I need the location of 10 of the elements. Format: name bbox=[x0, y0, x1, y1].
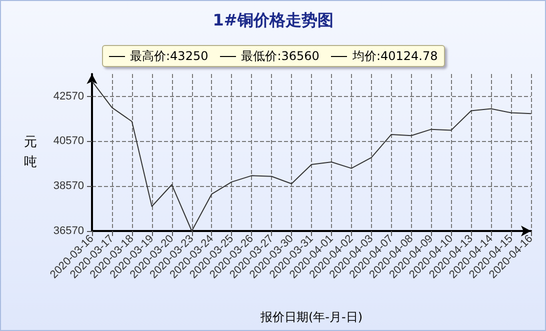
text: 最高价:43250 bbox=[129, 49, 208, 63]
y-tick-label: 36570 bbox=[53, 224, 84, 237]
x-axis-title: 报价日期(年-月-日) bbox=[259, 310, 363, 324]
y-axis-title: 元吨 bbox=[24, 135, 37, 170]
text: 均价:40124.78 bbox=[351, 49, 438, 63]
chart-title: 1#铜价格走势图 bbox=[212, 10, 334, 30]
y-tick-label: 42570 bbox=[53, 90, 84, 102]
y-tick-label: 40570 bbox=[53, 135, 84, 148]
y-tick-label: 38570 bbox=[53, 180, 84, 192]
text: 最低价:36560 bbox=[240, 49, 320, 63]
